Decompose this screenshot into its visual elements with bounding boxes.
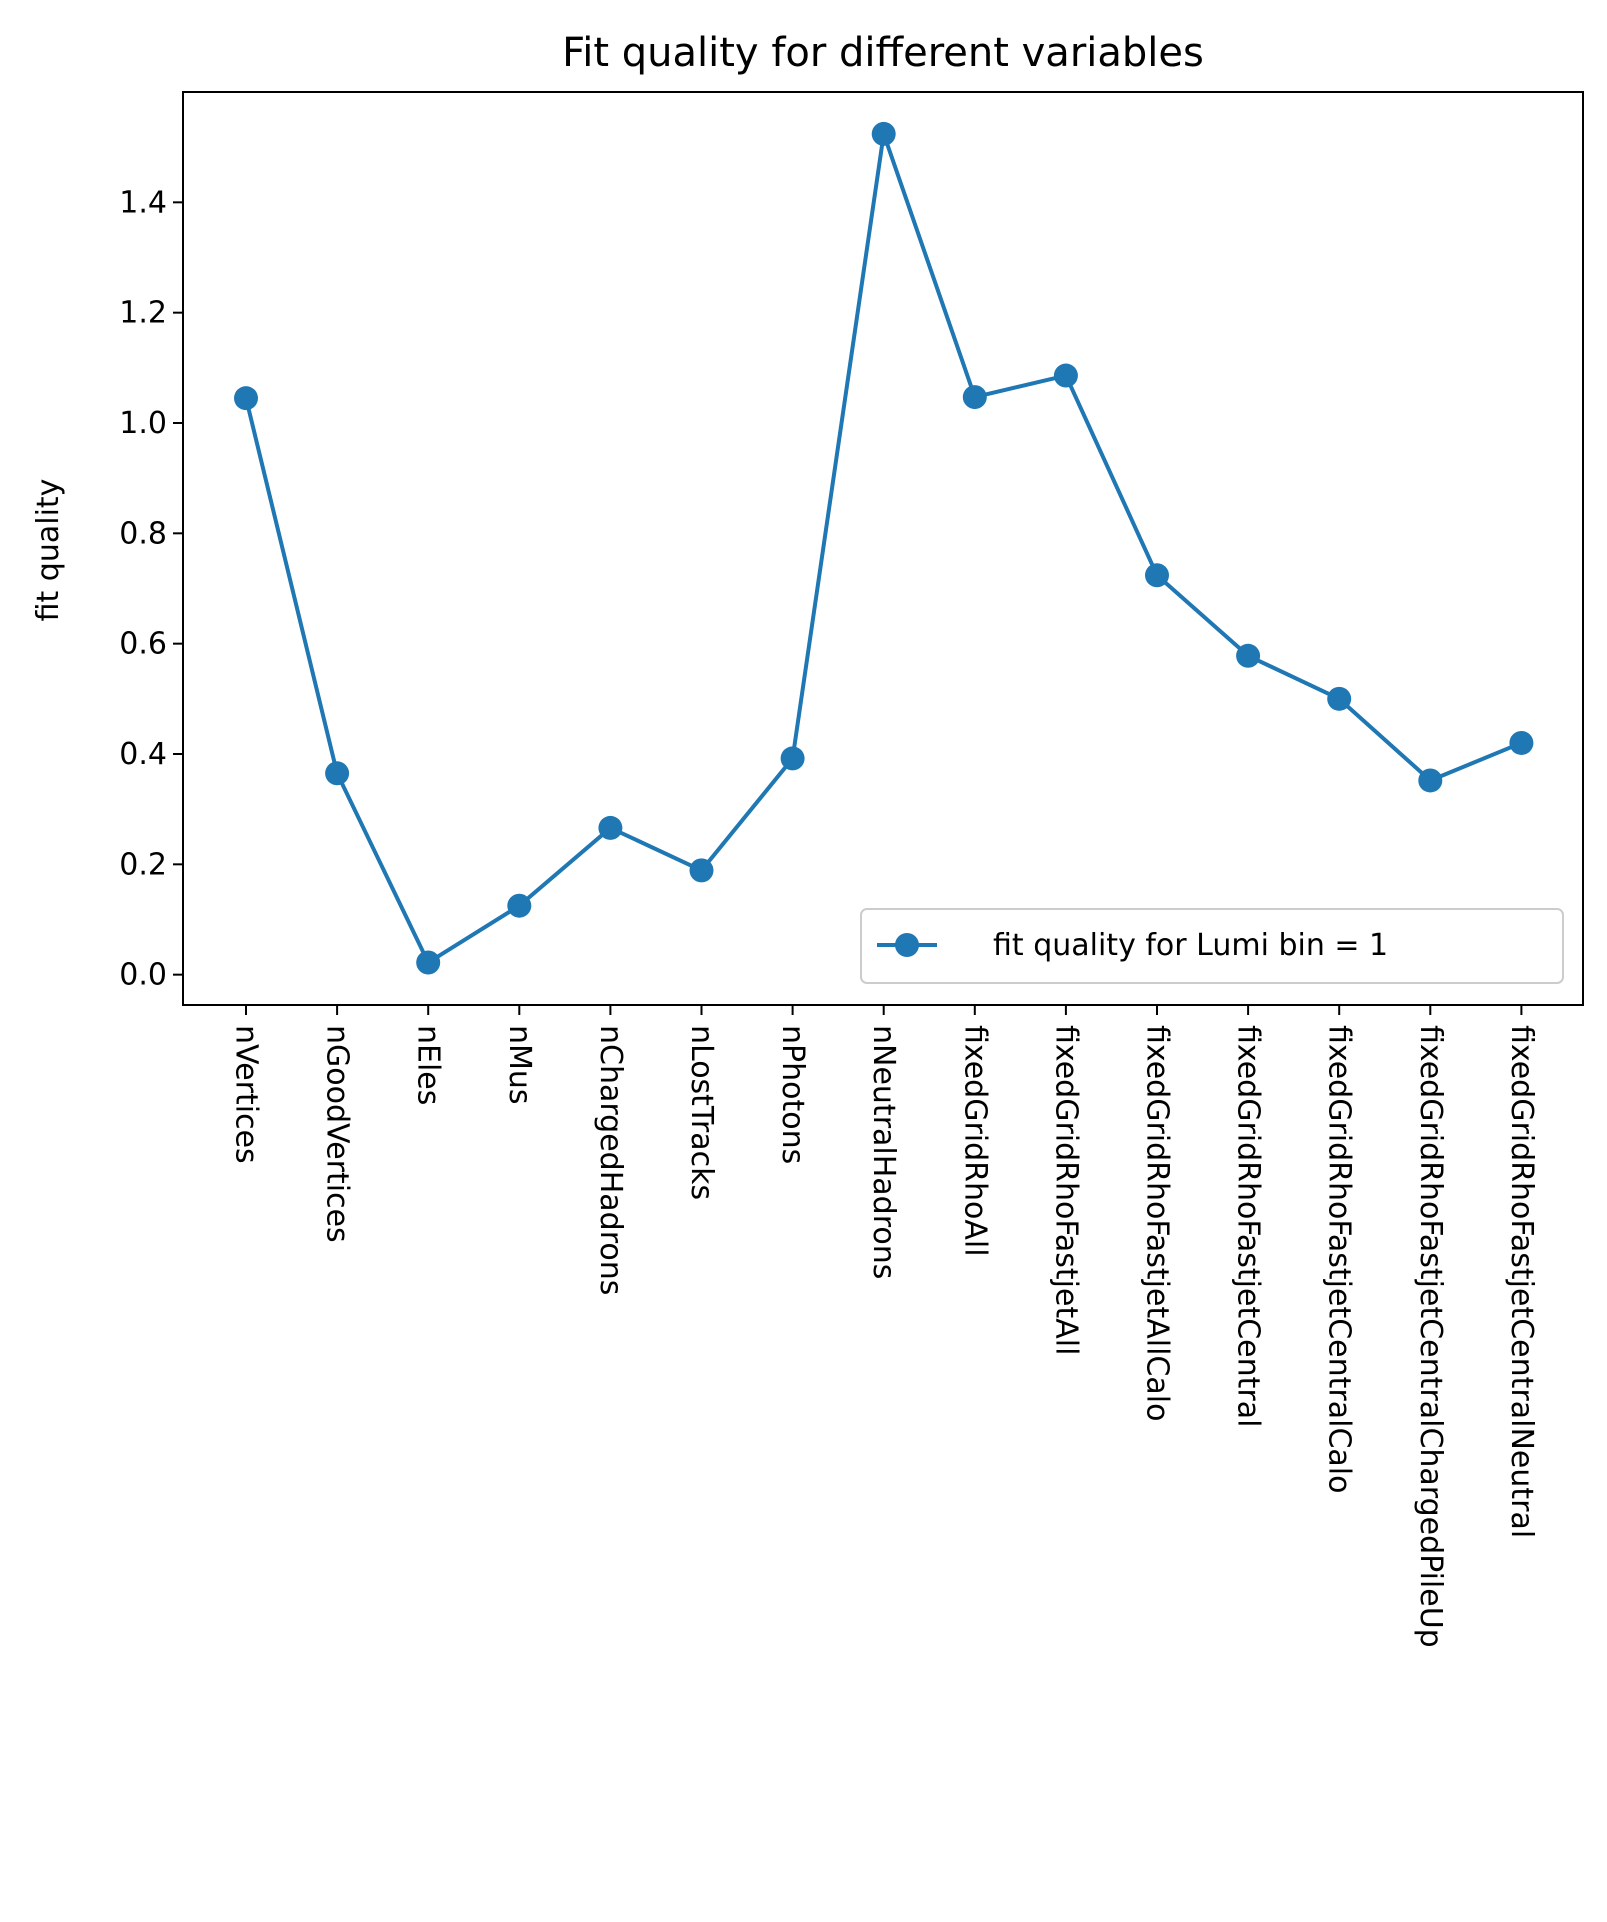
data-point (1327, 686, 1352, 711)
y-axis-label: fit quality (31, 479, 66, 622)
x-tick-label: fixedGridRhoFastjetAll (1048, 1025, 1083, 1355)
x-tick-label: fixedGridRhoFastjetCentralNeutral (1504, 1025, 1539, 1538)
plot-frame (182, 91, 1584, 1006)
y-tick-label: 1.2 (119, 296, 167, 331)
data-point (780, 746, 805, 771)
data-point (234, 386, 258, 411)
legend-box (860, 908, 1564, 984)
y-axis-ticks: 0.0 0.2 0.4 0.6 0.8 1.0 1.2 1.4 (119, 185, 183, 993)
y-tick-label: 0.4 (119, 737, 167, 772)
data-point (1418, 768, 1443, 793)
x-axis-ticks: nVertices nGoodVertices nEles nMus nChargedH… (229, 1005, 1539, 1648)
x-tick-label: fixedGridRhoFastjetAllCalo (1140, 1025, 1175, 1421)
x-tick-label: nPhotons (775, 1025, 810, 1164)
legend-entry-label: fit quality for Lumi bin = 1 (993, 928, 1388, 963)
x-tick-label: nVertices (229, 1025, 264, 1164)
data-point (598, 815, 623, 840)
x-tick-label: fixedGridRhoFastjetCentralChargedPileUp (1413, 1025, 1448, 1648)
data-point (1509, 730, 1534, 755)
data-point (507, 893, 532, 918)
data-point (962, 385, 987, 410)
data-point (416, 950, 441, 975)
y-tick-label: 1.0 (119, 406, 167, 441)
series-layer (234, 121, 1534, 975)
x-tick-label: nLostTracks (684, 1025, 719, 1200)
x-tick-label: fixedGridRhoFastjetCentralCalo (1322, 1025, 1357, 1494)
y-tick-label: 0.8 (119, 516, 167, 551)
legend: fit quality for Lumi bin = 1 (860, 908, 1564, 984)
data-point (325, 761, 350, 786)
x-tick-label: fixedGridRhoFastjetCentral (1231, 1025, 1266, 1427)
y-tick-label: 0.0 (119, 958, 167, 993)
data-point (1145, 563, 1169, 588)
x-tick-label: nChargedHadrons (593, 1025, 628, 1295)
data-point (1236, 643, 1261, 668)
x-tick-label: fixedGridRhoAll (957, 1025, 992, 1257)
x-tick-label: nEles (411, 1025, 446, 1105)
y-tick-label: 1.4 (119, 185, 167, 220)
y-tick-label: 0.6 (119, 627, 167, 662)
data-point (1053, 363, 1078, 388)
chart-title: Fit quality for different variables (562, 30, 1204, 76)
x-tick-label: nNeutralHadrons (866, 1025, 901, 1279)
data-point (871, 121, 896, 146)
y-tick-label: 0.2 (119, 847, 167, 882)
legend-marker-sample (895, 933, 919, 957)
x-tick-label: nMus (502, 1025, 537, 1105)
data-point (689, 858, 714, 883)
x-tick-label: nGoodVertices (320, 1025, 355, 1243)
